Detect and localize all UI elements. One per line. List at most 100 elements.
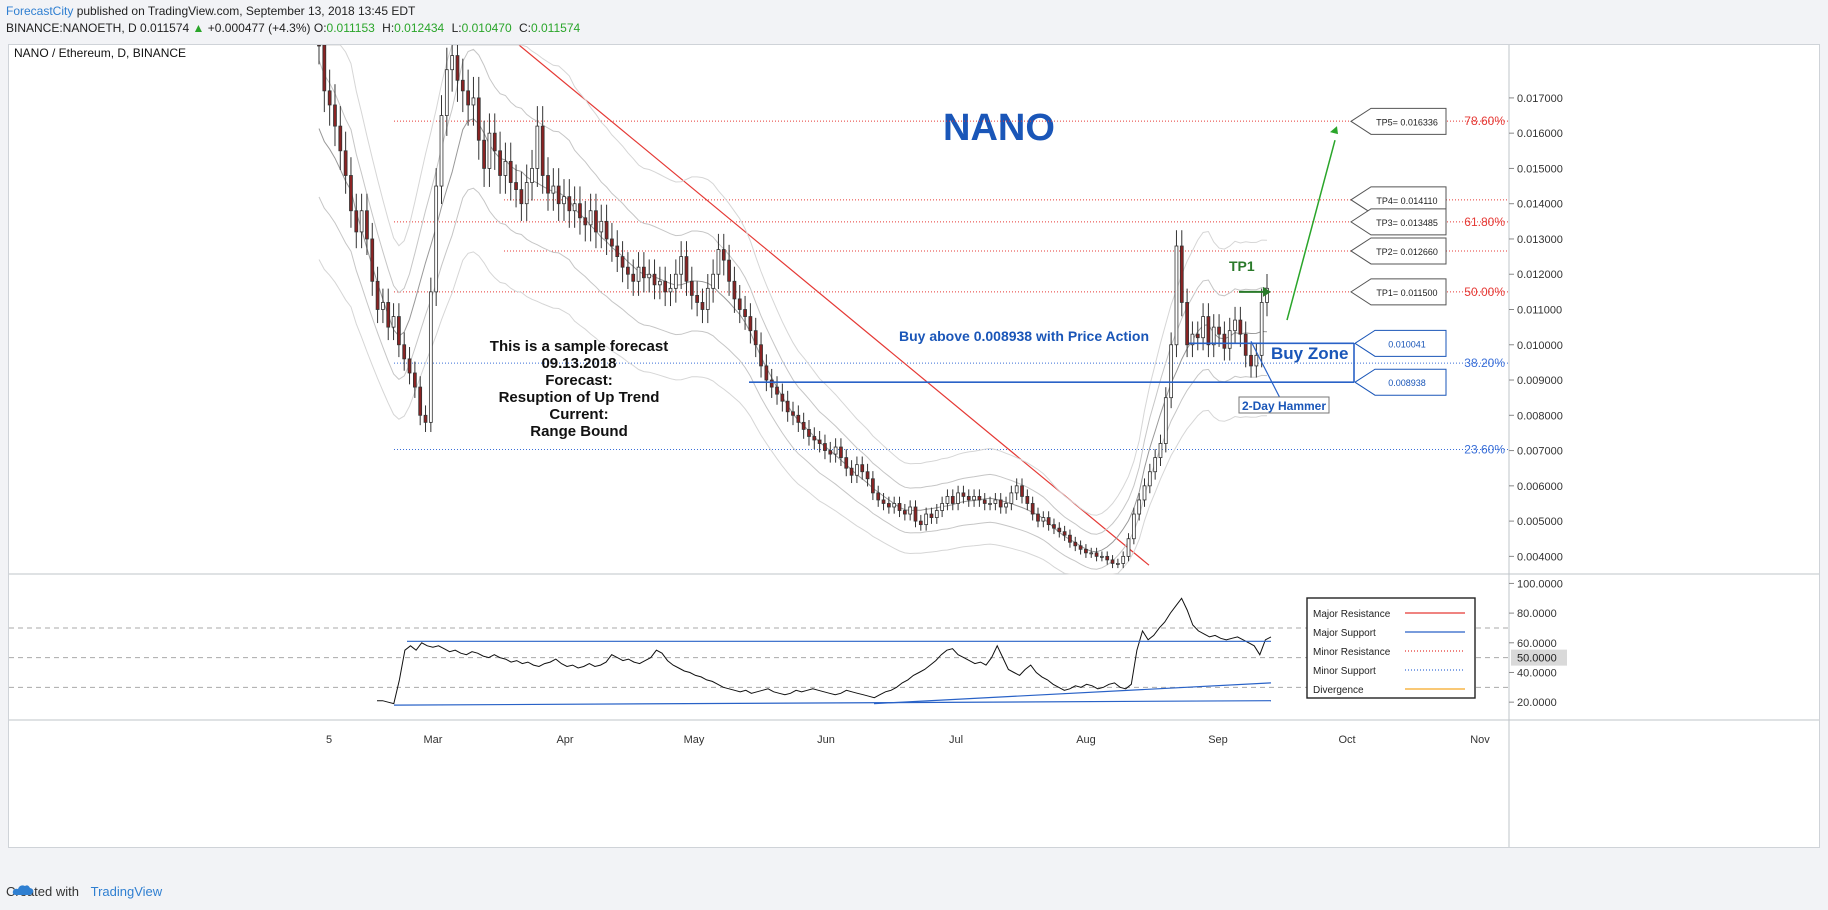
target-callout	[1350, 107, 1447, 135]
envelope-band-line	[318, 187, 1268, 570]
high-value: 0.012434	[394, 21, 445, 35]
candle-body	[652, 273, 657, 286]
buy-above-label: Buy above 0.008938 with Price Action	[899, 328, 1149, 344]
candle-body	[929, 513, 934, 518]
zone-callout	[1354, 329, 1447, 357]
y-tick-label: 0.015000	[1517, 163, 1563, 175]
candle-body	[471, 97, 476, 106]
candle-body	[812, 436, 817, 441]
candle-body	[487, 132, 492, 169]
projection-arrow	[1286, 140, 1336, 321]
candle-body	[753, 330, 758, 346]
forecast-text-line: Forecast:	[545, 372, 613, 389]
candle-body	[1179, 245, 1184, 303]
candle-body	[956, 492, 960, 504]
candle-body	[684, 256, 689, 282]
candle-body	[546, 175, 550, 194]
forecast-text-line: Resuption of Up Trend	[499, 389, 660, 406]
low-label: L:	[451, 21, 462, 35]
candle-body	[1110, 559, 1115, 564]
candle-body	[924, 513, 929, 526]
candle-body	[476, 97, 481, 141]
candle-body	[860, 464, 865, 473]
candle-body	[578, 203, 582, 219]
y-tick-label: 0.004000	[1517, 551, 1563, 563]
candle-body	[599, 220, 604, 233]
candle-body	[1062, 531, 1067, 536]
candle-body	[418, 386, 423, 416]
projection-arrowhead	[1330, 126, 1338, 135]
candle-body	[828, 450, 833, 455]
candle-body	[897, 503, 902, 511]
forecast-text-line: Range Bound	[530, 423, 628, 440]
legend-entry-label: Divergence	[1313, 685, 1364, 696]
candle-body	[865, 471, 870, 480]
candle-body	[1211, 326, 1216, 346]
candle-body	[1265, 287, 1269, 303]
major-resistance-trendline	[518, 45, 1150, 566]
candle-body	[455, 55, 460, 81]
open-value: 0.011153	[326, 21, 375, 35]
target-callout	[1350, 208, 1447, 236]
envelope-band-line	[318, 48, 1268, 535]
candle-body	[365, 210, 369, 240]
candle-body	[407, 358, 412, 374]
candle-body	[1222, 333, 1227, 349]
candle-body	[1094, 552, 1099, 557]
candle-body	[743, 309, 747, 317]
symbol-ohlc-line: BINANCE:NANOETH, D 0.011574 ▲ +0.000477 …	[6, 21, 584, 35]
fib-level-label: 50.00%	[1464, 285, 1505, 299]
x-tick-label: Apr	[556, 734, 573, 746]
y-tick-label: 0.008000	[1517, 410, 1563, 422]
candle-body	[333, 104, 337, 127]
candle-body	[679, 256, 684, 275]
osc-rising-support-line	[873, 682, 1272, 705]
candle-body	[620, 256, 625, 268]
footer: Created with TradingView	[6, 884, 162, 899]
candle-body	[1259, 302, 1264, 356]
candle-body	[769, 379, 774, 388]
candle-body	[966, 496, 971, 501]
chart-panel[interactable]: NANO / Ethereum, D, BINANCE NANO 0.004000 0…	[8, 44, 1820, 848]
candle-body	[876, 492, 881, 501]
tradingview-cloud-icon	[12, 885, 34, 895]
candle-body	[902, 510, 907, 515]
candle-body	[657, 280, 662, 286]
target-label: TP4= 0.014110	[1376, 196, 1437, 206]
candle-body	[801, 421, 806, 430]
candle-body	[413, 372, 417, 388]
candle-body	[950, 496, 955, 504]
tradingview-link[interactable]: TradingView	[90, 884, 163, 899]
close-value: 0.011574	[531, 21, 581, 35]
candle-body	[1121, 555, 1126, 564]
nano-watermark: NANO	[943, 107, 1055, 149]
candle-body	[450, 55, 455, 71]
x-tick-label: Oct	[1338, 734, 1355, 746]
y-tick-label: 0.013000	[1517, 234, 1563, 246]
candle-body	[636, 266, 641, 282]
low-value: 0.010470	[461, 21, 512, 35]
zone-callout-label: 0.010041	[1388, 339, 1426, 349]
forecast-text-line: 09.13.2018	[541, 355, 616, 372]
candle-body	[737, 298, 742, 310]
legend-entry-label: Major Support	[1313, 628, 1376, 639]
legend-entry-label: Minor Support	[1313, 666, 1376, 677]
candle-body	[508, 160, 513, 183]
candle-body	[439, 115, 444, 187]
candle-body	[727, 259, 731, 282]
candle-body	[503, 160, 508, 176]
candle-body	[807, 429, 811, 437]
target-label: TP5= 0.016336	[1376, 117, 1438, 127]
candle-body	[892, 503, 897, 508]
candle-body	[1030, 503, 1035, 515]
target-label: TP3= 0.013485	[1376, 218, 1438, 228]
candle-body	[1073, 541, 1078, 547]
publisher-link[interactable]: ForecastCity	[6, 4, 74, 18]
candle-body	[780, 393, 785, 402]
candle-body	[1004, 503, 1008, 508]
candle-body	[1057, 527, 1062, 533]
tp1-label: TP1	[1229, 258, 1255, 274]
price-chart[interactable]: NANO / Ethereum, D, BINANCE NANO 0.004000 0…	[9, 45, 1819, 847]
candle-body	[444, 69, 449, 116]
last-price: 0.011574	[140, 21, 190, 35]
